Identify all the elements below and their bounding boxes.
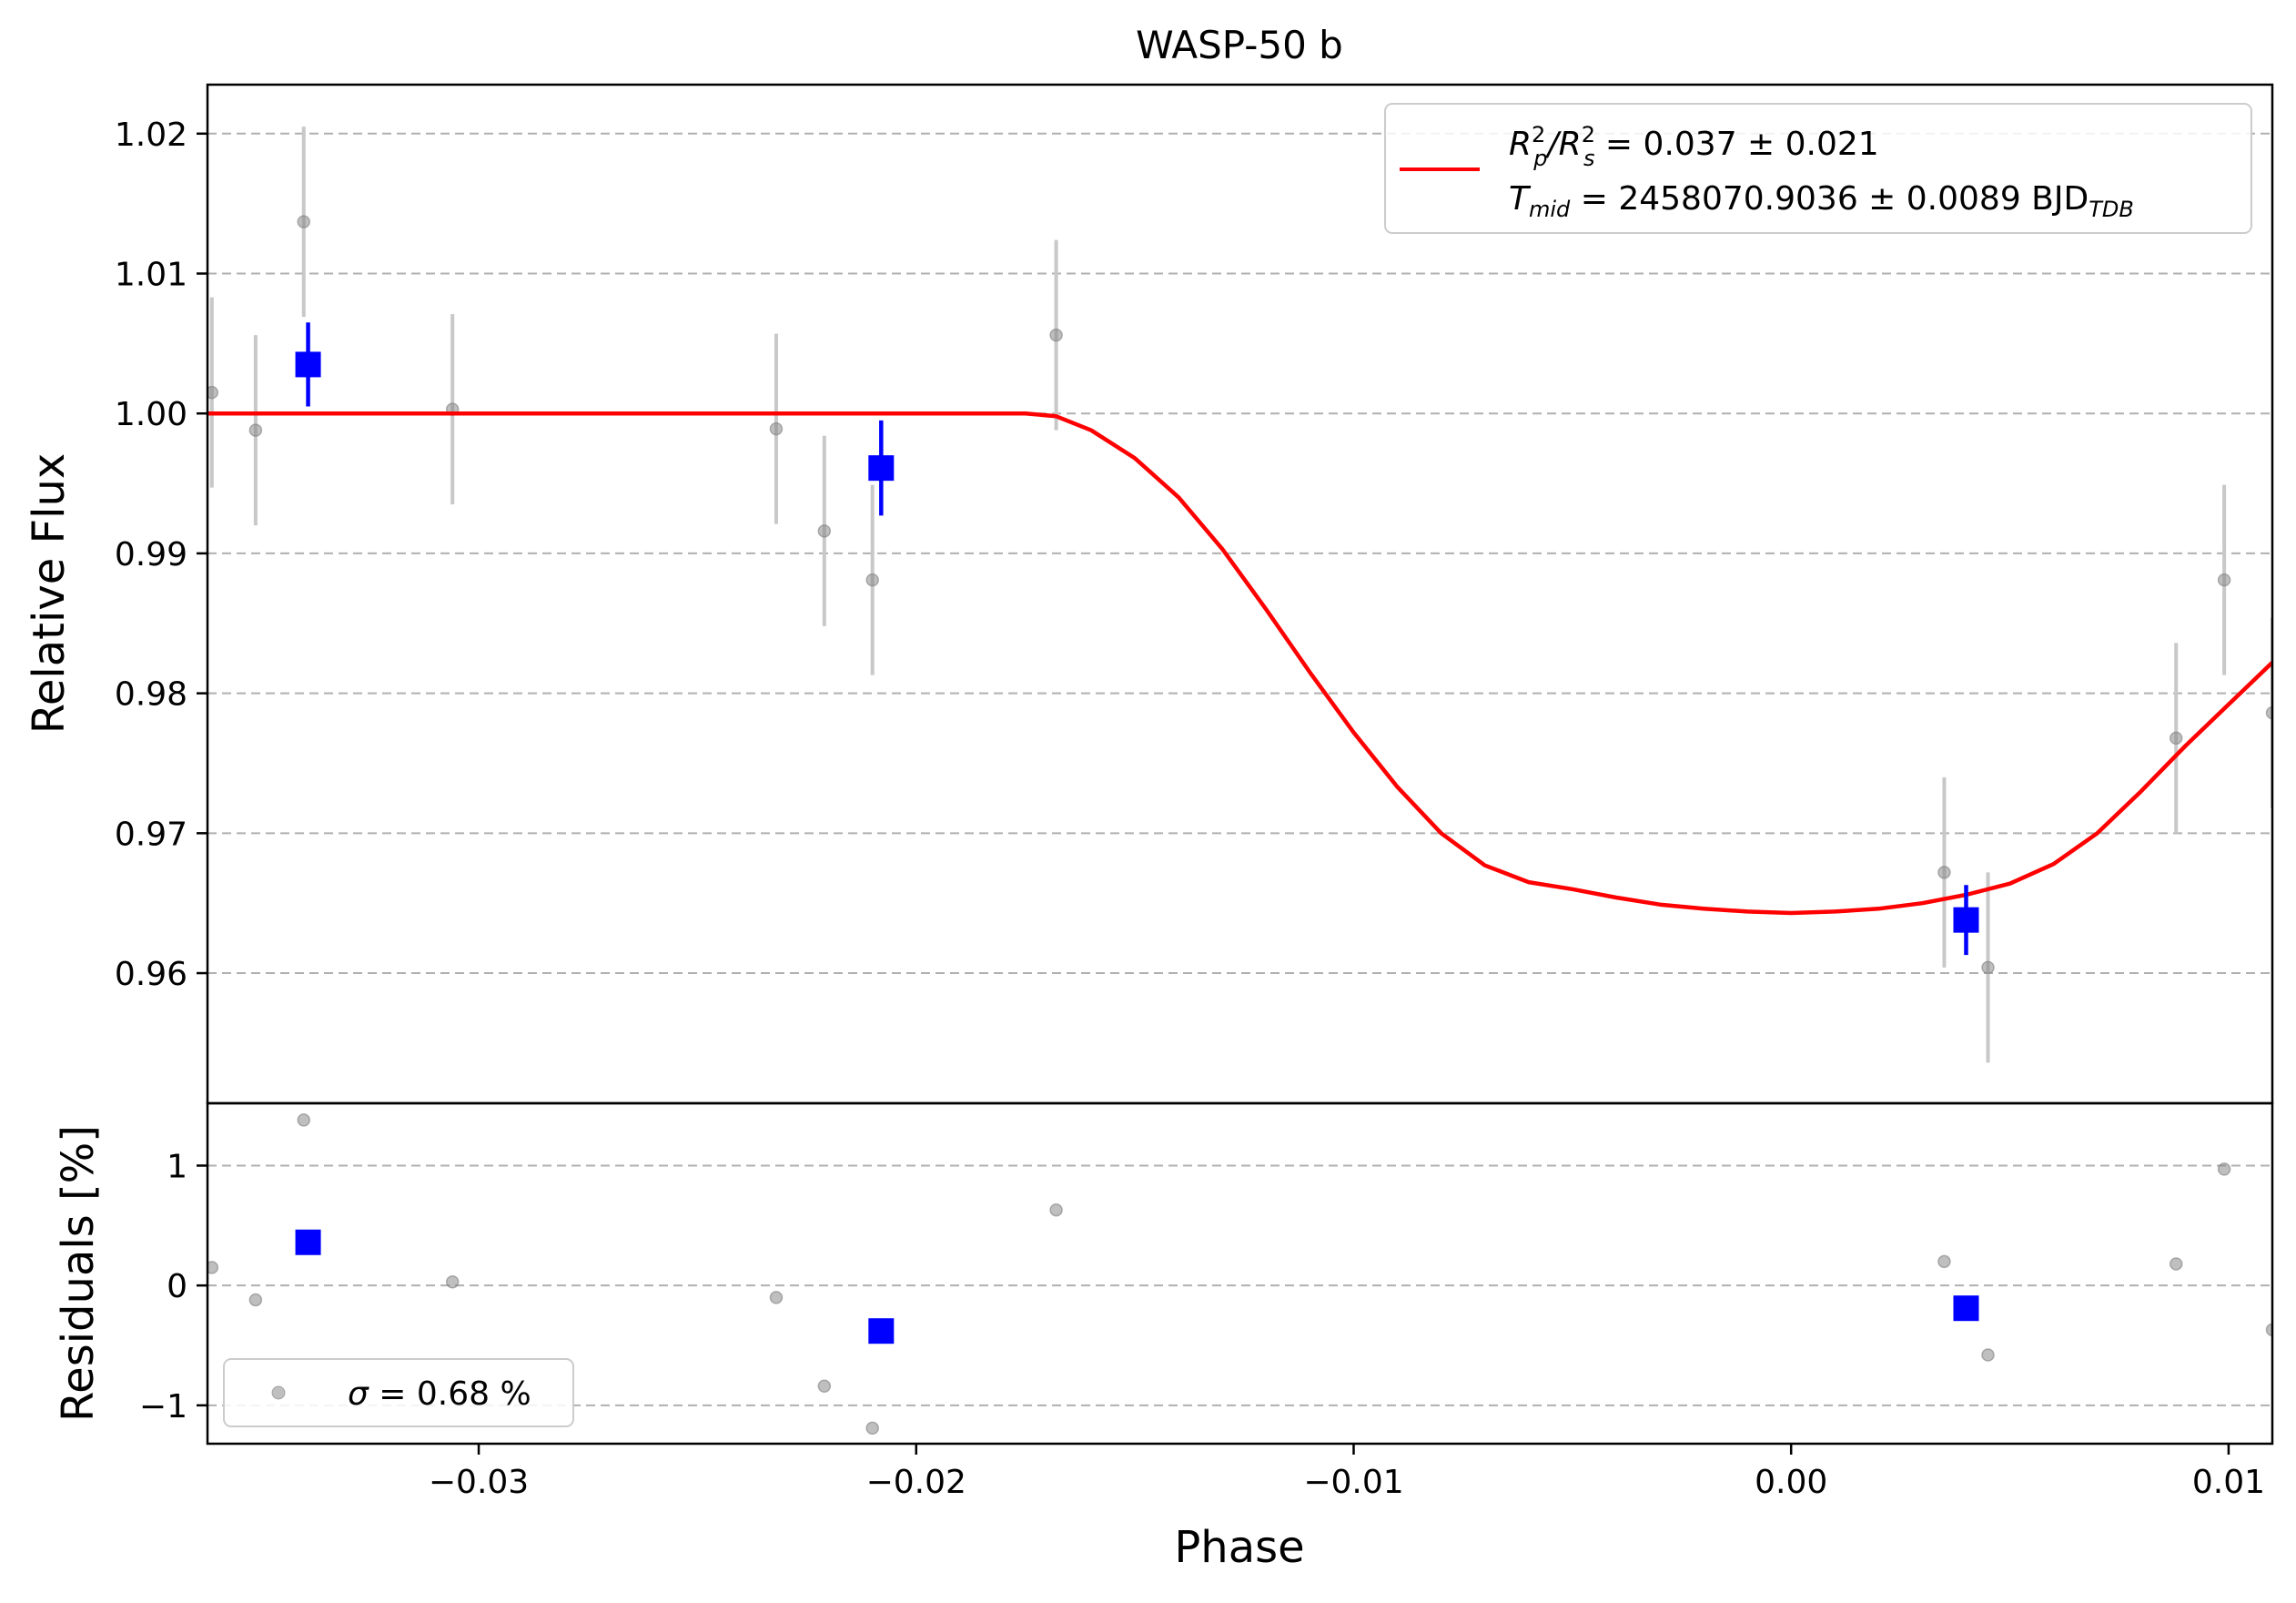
data-point bbox=[817, 524, 832, 538]
main-axes-frame bbox=[206, 83, 2274, 1105]
residual-point bbox=[1049, 1202, 1063, 1217]
binned-residual-point bbox=[1953, 1295, 1979, 1322]
binned-residual-point bbox=[868, 1318, 895, 1344]
main-y-tick-label: 1.02 bbox=[115, 117, 187, 154]
x-tick-label: 0.01 bbox=[2192, 1464, 2265, 1501]
main-y-tick-label: 0.96 bbox=[115, 956, 187, 993]
residual-point bbox=[865, 1421, 879, 1436]
model-line bbox=[207, 411, 2272, 916]
sigma-label: σ = 0.68 % bbox=[348, 1375, 531, 1413]
residual-point bbox=[207, 1261, 219, 1274]
main-y-tick-label: 0.97 bbox=[115, 816, 187, 853]
main-y-axis-label: Relative Flux bbox=[24, 453, 75, 735]
residual-data-points bbox=[207, 1113, 2272, 1436]
x-tick-label: −0.01 bbox=[1303, 1464, 1403, 1501]
residual-gridlines bbox=[207, 1164, 2272, 1406]
residual-legend-marker bbox=[271, 1385, 286, 1400]
data-point bbox=[865, 573, 879, 587]
residual-y-tick-label: 1 bbox=[167, 1148, 187, 1185]
data-point bbox=[2265, 705, 2272, 720]
main-legend-box bbox=[1384, 103, 2252, 234]
residual-point bbox=[1937, 1254, 1951, 1269]
data-point bbox=[1049, 328, 1063, 342]
binned-point bbox=[1953, 907, 1979, 933]
residual-binned-points bbox=[295, 1229, 1979, 1344]
x-axis-label: Phase bbox=[1174, 1522, 1304, 1573]
residual-y-ticks: −1 0 1 bbox=[139, 1148, 207, 1425]
main-data-points bbox=[207, 127, 2272, 1063]
data-point bbox=[1937, 866, 1951, 879]
data-point bbox=[248, 423, 263, 437]
residual-point bbox=[1981, 1348, 1995, 1362]
binned-point bbox=[295, 351, 321, 378]
residual-point bbox=[297, 1113, 311, 1127]
main-gridlines bbox=[207, 132, 2272, 975]
x-tick-label: −0.02 bbox=[866, 1464, 966, 1501]
data-point bbox=[2169, 731, 2183, 746]
residual-point bbox=[769, 1291, 784, 1304]
residual-point bbox=[2265, 1323, 2272, 1337]
x-tick-label: 0.00 bbox=[1755, 1464, 1827, 1501]
transit-model-curve bbox=[207, 411, 2272, 916]
main-y-ticks: 0.96 0.97 0.98 0.99 1.00 1.01 1.02 bbox=[115, 117, 207, 993]
residual-point bbox=[817, 1379, 832, 1394]
residual-point bbox=[248, 1293, 263, 1307]
residual-legend: σ = 0.68 % bbox=[223, 1358, 574, 1427]
data-point bbox=[1981, 960, 1995, 975]
main-y-tick-label: 1.00 bbox=[115, 396, 187, 433]
legend-mid-time-label: Tmid = 2458070.9036 ± 0.0089 BJDTDB bbox=[1509, 180, 2134, 222]
main-binned-points bbox=[295, 322, 1979, 956]
residual-x-ticks: −0.03 −0.02 −0.01 0.00 0.01 bbox=[429, 1444, 2265, 1501]
data-point bbox=[2217, 573, 2231, 587]
residual-y-tick-label: −1 bbox=[139, 1388, 187, 1425]
main-y-tick-label: 0.98 bbox=[115, 676, 187, 714]
x-tick-label: −0.03 bbox=[429, 1464, 529, 1501]
residual-legend-box bbox=[223, 1358, 574, 1427]
residual-point bbox=[2169, 1257, 2183, 1271]
chart-title: WASP-50 b bbox=[1136, 23, 1343, 67]
residual-point bbox=[445, 1274, 460, 1289]
residual-y-tick-label: 0 bbox=[167, 1268, 187, 1305]
binned-point bbox=[868, 455, 895, 482]
data-point bbox=[297, 215, 311, 228]
main-y-tick-label: 1.01 bbox=[115, 257, 187, 294]
main-legend: R2 p/R2 s = 0.037 ± 0.021 Tmid = 2458070.9… bbox=[1384, 103, 2252, 234]
legend-radius-ratio-label: R2 p/R2 s = 0.037 ± 0.021 bbox=[1509, 122, 1879, 171]
residual-point bbox=[2217, 1162, 2231, 1176]
residual-axes-frame bbox=[206, 1101, 2274, 1446]
residual-y-axis-label: Residuals [%] bbox=[53, 1125, 104, 1422]
data-point bbox=[769, 421, 784, 436]
data-point bbox=[207, 385, 219, 400]
binned-residual-point bbox=[295, 1229, 321, 1255]
main-y-tick-label: 0.99 bbox=[115, 536, 187, 573]
